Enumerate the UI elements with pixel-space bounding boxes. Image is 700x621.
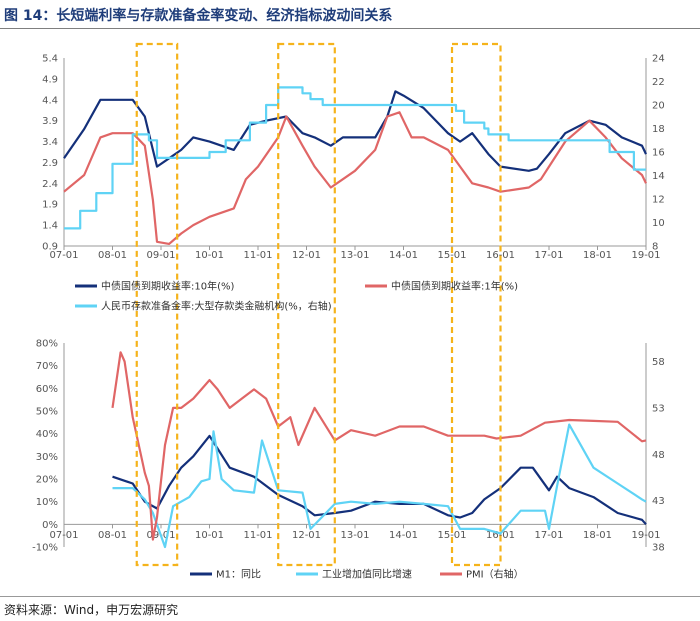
x-tick-label: 12-01 (292, 250, 321, 261)
y-right-tick-label: 12 (652, 195, 665, 206)
y-right-tick-label: 58 (652, 357, 665, 368)
x-tick-label: 11-01 (243, 530, 272, 541)
x-tick-label: 18-01 (583, 250, 612, 261)
x-tick-label: 13-01 (340, 250, 369, 261)
legend-label: 中债国债到期收益率:1年(%) (391, 280, 518, 293)
x-tick-label: 17-01 (534, 530, 563, 541)
figure-title: 图 14：长短端利率与存款准备金率变动、经济指标波动间关系 (4, 8, 393, 24)
x-tick-label: 09-01 (146, 250, 175, 261)
y-left-tick-label: 50% (36, 407, 58, 418)
source-divider (0, 596, 700, 597)
series-line-2 (112, 423, 647, 549)
y-left-tick-label: 30% (36, 452, 58, 463)
source-note: 资料来源：Wind，申万宏源研究 (4, 603, 179, 617)
highlight-box-2 (277, 42, 336, 567)
legend-label: PMI（右轴） (466, 568, 524, 581)
x-tick-label: 11-01 (243, 250, 272, 261)
x-tick-label: 08-01 (98, 530, 127, 541)
y-right-tick-label: 48 (652, 450, 665, 461)
y-right-tick-label: 8 (652, 242, 658, 253)
y-left-tick-label: 4.4 (42, 95, 58, 106)
y-left-tick-label: 60% (36, 384, 58, 395)
series-line-2 (63, 111, 647, 245)
y-left-tick-label: 40% (36, 429, 58, 440)
y-right-tick-label: 16 (652, 148, 665, 159)
legend-label: 工业增加值同比增速 (322, 568, 412, 581)
y-left-tick-label: 4.9 (42, 74, 58, 85)
x-tick-label: 10-01 (195, 250, 224, 261)
y-left-tick-label: 10% (36, 497, 58, 508)
x-tick-label: 19-01 (631, 250, 660, 261)
highlight-box-3 (450, 42, 502, 567)
series-line-3 (64, 86, 646, 230)
chart-panel-1: 0.9 1.4 1.9 2.4 2.9 3.4 3.9 4.4 4.9 5.4 8 10 12 14 16 1… (42, 54, 665, 262)
y-left-tick-label: 3.4 (42, 137, 58, 148)
x-tick-label: 10-01 (195, 530, 224, 541)
x-tick-label: 19-01 (631, 530, 660, 541)
y-left-tick-label: 1.9 (42, 200, 58, 211)
y-right-tick-label: 38 (652, 543, 665, 554)
x-tick-label: 08-01 (98, 250, 127, 261)
x-tick-label: 14-01 (389, 250, 418, 261)
chart-panel-2: -10% 0% 10% 20% 30% 40% 50% 60% 70% 80% 38 43 48 53 58… (32, 339, 665, 554)
x-tick-label: 07-01 (49, 250, 78, 261)
x-tick-label: 18-01 (583, 530, 612, 541)
title-bar (0, 0, 700, 29)
legend-label: M1：同比 (216, 569, 261, 581)
legend-label: 人民币存款准备金率:大型存款类金融机构(%，右轴) (101, 300, 332, 313)
y-right-tick-label: 53 (652, 403, 665, 414)
x-tick-label: 17-01 (534, 250, 563, 261)
y-left-tick-label: 2.9 (42, 158, 58, 169)
y-left-tick-label: 70% (36, 361, 58, 372)
series-line-1 (112, 434, 647, 526)
y-right-tick-label: 18 (652, 124, 665, 135)
y-left-tick-label: 2.4 (42, 179, 58, 190)
x-tick-label: 07-01 (49, 530, 78, 541)
x-tick-label: 15-01 (437, 530, 466, 541)
y-right-tick-label: 22 (652, 77, 665, 88)
legend-label: 中债国债到期收益率:10年(%) (101, 280, 234, 293)
y-left-tick-label: 0% (42, 520, 58, 531)
y-right-tick-label: 20 (652, 101, 665, 112)
highlight-box-1 (135, 42, 179, 567)
x-tick-label: 12-01 (292, 530, 321, 541)
y-left-tick-label: 80% (36, 339, 58, 350)
y-right-tick-label: 14 (652, 171, 665, 182)
x-tick-label: 15-01 (437, 250, 466, 261)
y-left-tick-label: 5.4 (42, 54, 58, 65)
y-right-tick-label: 10 (652, 218, 665, 229)
y-left-tick-label: 0.9 (42, 242, 58, 253)
x-tick-label: 14-01 (389, 530, 418, 541)
y-left-tick-label: 20% (36, 475, 58, 486)
y-left-tick-label: 3.9 (42, 116, 58, 127)
y-right-tick-label: 24 (652, 54, 665, 65)
y-right-tick-label: 43 (652, 496, 665, 507)
series-line-1 (63, 90, 647, 172)
y-left-tick-label: 1.4 (42, 221, 58, 232)
x-tick-label: 13-01 (340, 530, 369, 541)
y-left-tick-label: -10% (32, 543, 58, 554)
